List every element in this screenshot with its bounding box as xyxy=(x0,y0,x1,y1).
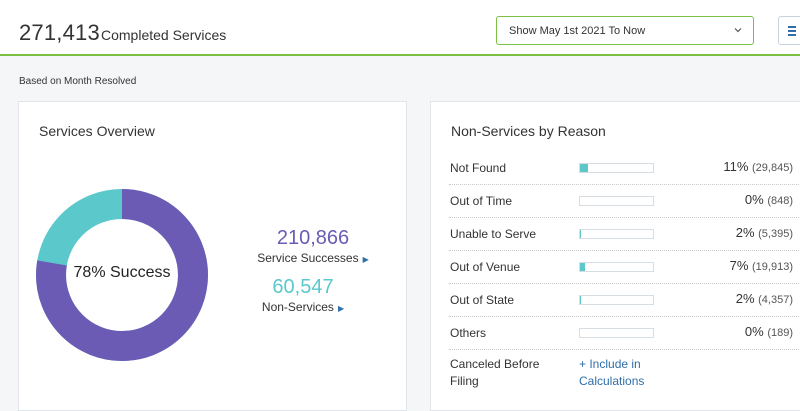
reason-percent: 0% xyxy=(744,192,764,207)
reason-bar xyxy=(579,196,654,206)
reason-percent: 2% xyxy=(735,225,755,240)
success-donut-chart: 78% Success xyxy=(35,188,209,362)
non-services-label: Non-Services xyxy=(261,300,334,314)
service-successes-stat[interactable]: 210,866 Service Successes ▶ xyxy=(223,227,403,265)
reason-count: (848) xyxy=(767,195,793,207)
canceled-before-filing-row[interactable]: Canceled Before Filing + Include in Calc… xyxy=(449,354,800,394)
based-on-note: Based on Month Resolved xyxy=(19,76,137,87)
reason-row[interactable]: Out of Time 0% (848) ▶ xyxy=(449,185,800,218)
non-services-reason-panel: Non-Services by Reason Not Found 11% (29… xyxy=(430,101,800,411)
reason-name: Out of Venue xyxy=(450,260,521,274)
reason-row[interactable]: Others 0% (189) ▶ xyxy=(449,317,800,350)
reason-percent: 7% xyxy=(729,258,749,273)
reason-row[interactable]: Out of State 2% (4,357) ▶ xyxy=(449,284,800,317)
reason-percent: 0% xyxy=(744,324,764,339)
reason-count: (19,913) xyxy=(752,261,793,273)
reason-percent: 11% xyxy=(723,159,749,174)
services-overview-panel: Services Overview 78% Success 210,866 Se… xyxy=(18,101,407,411)
reason-bar xyxy=(579,328,654,338)
donut-svg xyxy=(36,189,208,361)
date-range-select[interactable]: Show May 1st 2021 To Now xyxy=(496,16,754,45)
arrow-right-icon: ▶ xyxy=(337,304,345,313)
reason-name: Unable to Serve xyxy=(450,227,537,241)
arrow-right-icon: ▶ xyxy=(362,255,369,264)
reason-row[interactable]: Unable to Serve 2% (5,395) ▶ xyxy=(449,218,800,251)
reason-name: Others xyxy=(450,326,487,340)
reason-row[interactable]: Out of Venue 7% (19,913) ▶ xyxy=(449,251,800,284)
reason-bar xyxy=(579,229,654,239)
total-label: Completed Services xyxy=(101,27,227,43)
reason-count: (5,395) xyxy=(758,228,793,240)
header-bar: 271,413 Completed Services Show May 1st … xyxy=(0,0,800,56)
date-range-value: Show May 1st 2021 To Now xyxy=(509,25,646,37)
reason-bar xyxy=(579,295,654,305)
reason-bar xyxy=(579,163,654,173)
reason-percent: 2% xyxy=(735,291,755,306)
reason-row[interactable]: Not Found 11% (29,845) ▶ xyxy=(449,152,800,185)
reason-name: Out of Time xyxy=(450,194,513,208)
donut-success-segment xyxy=(36,189,208,361)
reason-count: (189) xyxy=(767,327,793,339)
canceled-label: Canceled Before Filing xyxy=(450,357,540,388)
successes-label: Service Successes xyxy=(257,251,359,265)
non-services-stat[interactable]: 60,547 Non-Services ▶ xyxy=(213,276,393,314)
reason-count: (4,357) xyxy=(758,294,793,306)
reason-count: (29,845) xyxy=(752,162,793,174)
reason-name: Not Found xyxy=(450,161,507,175)
menu-button[interactable] xyxy=(778,16,800,45)
include-in-calculations-link[interactable]: + Include in Calculations xyxy=(579,357,645,388)
reason-bar xyxy=(579,262,654,272)
panel-title: Services Overview xyxy=(39,123,155,139)
donut-center-label: 78% Success xyxy=(73,264,171,281)
successes-value: 210,866 xyxy=(276,227,350,249)
chevron-down-icon xyxy=(734,28,742,33)
panel-title: Non-Services by Reason xyxy=(451,123,606,139)
total-count: 271,413 xyxy=(19,20,100,45)
non-services-value: 60,547 xyxy=(272,276,334,298)
reason-name: Out of State xyxy=(450,293,515,307)
